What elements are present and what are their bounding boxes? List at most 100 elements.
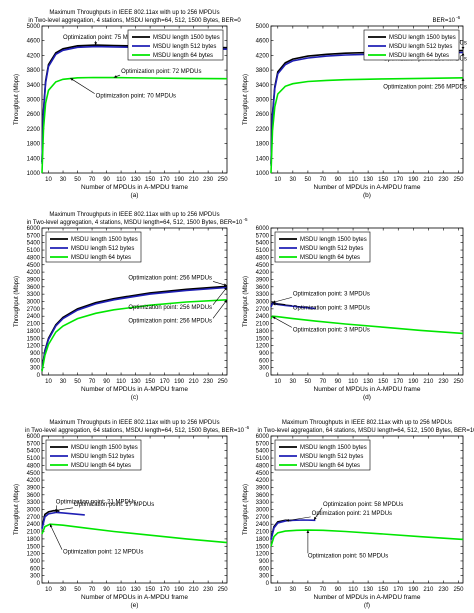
legend-entry-label: MSDU length 64 bytes	[153, 53, 213, 59]
x-tick-label: 170	[160, 379, 171, 385]
annotation-label: Optimization point: 75 MPDUs	[63, 35, 143, 41]
y-tick-label: 2700	[27, 307, 41, 313]
x-tick-label: 150	[378, 587, 389, 593]
x-tick-label: 50	[305, 587, 312, 593]
x-tick-label: 50	[74, 587, 81, 593]
y-tick-label: 2100	[256, 530, 270, 536]
annotation-label: Optimization point: 21 MPDUs	[56, 499, 136, 505]
y-tick-label: 1200	[27, 552, 41, 558]
x-tick-label: 250	[218, 177, 229, 183]
y-tick-label: 0	[266, 373, 270, 379]
x-tick-label: 110	[348, 379, 358, 385]
x-tick-label: 50	[305, 379, 312, 385]
annotation-label: Optimization point: 72 MPDUs	[121, 69, 201, 75]
y-tick-label: 3900	[256, 277, 270, 283]
annotation-label: Optimization point: 256 MPDUs	[128, 305, 212, 311]
x-tick-label: 210	[423, 379, 434, 385]
chart-title-line: Maximum Throughputs in IEEE 802.11ax wit…	[49, 212, 219, 218]
y-tick-label: 5700	[27, 441, 41, 447]
chart-title-line: BER=10	[432, 18, 455, 24]
y-tick-label: 4200	[256, 270, 270, 276]
x-tick-label: 10	[45, 177, 52, 183]
y-tick-label: 5400	[256, 241, 270, 247]
x-tick-label: 250	[453, 587, 464, 593]
y-tick-label: 2400	[27, 314, 41, 320]
legend-entry-label: MSDU length 64 bytes	[300, 463, 360, 469]
y-tick-label: 600	[30, 358, 41, 364]
chart-panel-2: BER=10-6 1000 1400 1800 2200 2600 3000 3400 3800…	[243, 15, 467, 199]
y-tick-label: 6000	[27, 434, 41, 440]
y-tick-label: 5700	[256, 441, 270, 447]
y-tick-label: 6000	[256, 434, 270, 440]
y-tick-label: 5100	[27, 248, 41, 254]
y-tick-label: 1200	[256, 552, 270, 558]
x-tick-label: 230	[203, 379, 214, 385]
y-tick-label: 2700	[27, 515, 41, 521]
annotation-arrow	[70, 77, 95, 94]
y-tick-label: 1000	[256, 171, 270, 177]
y-tick-label: 4200	[27, 478, 41, 484]
series-line-3	[270, 315, 464, 335]
chart-title-line: Maximum Throughputs in IEEE 802.11ax wit…	[49, 420, 219, 426]
y-tick-label: 2100	[256, 322, 270, 328]
x-tick-label: 170	[393, 379, 404, 385]
y-tick-label: 1800	[27, 537, 41, 543]
y-axis-label: Throughput (Mbps)	[243, 276, 249, 327]
annotation-arrow	[272, 297, 292, 303]
y-tick-label: 3000	[256, 98, 270, 104]
annotation-arrowhead	[272, 316, 276, 320]
x-tick-label: 130	[363, 379, 374, 385]
annotation-arrow	[212, 287, 228, 306]
x-tick-label: 70	[89, 379, 96, 385]
y-tick-label: 4800	[256, 255, 270, 261]
annotation-arrowhead	[49, 524, 53, 528]
y-tick-label: 4200	[27, 53, 41, 59]
legend-entry-label: MSDU length 512 bytes	[153, 44, 216, 50]
x-tick-label: 250	[218, 379, 229, 385]
y-tick-label: 0	[37, 373, 41, 379]
y-tick-label: 6000	[256, 226, 270, 232]
annotation-label: Optimization point: 12 MPDUs	[63, 550, 143, 556]
chart-title-line: in Two-level aggregation, 4 stations, MS…	[27, 220, 243, 226]
y-tick-label: 3900	[27, 277, 41, 283]
annotation-label: Optimization point: 3 MPDUs	[293, 327, 370, 333]
panel-caption: (b)	[363, 192, 371, 199]
x-tick-label: 210	[423, 587, 434, 593]
x-tick-label: 110	[348, 587, 358, 593]
y-tick-label: 1500	[27, 336, 41, 342]
x-tick-label: 70	[89, 177, 96, 183]
x-tick-label: 190	[408, 379, 419, 385]
y-tick-label: 0	[266, 581, 270, 587]
y-tick-label: 2400	[27, 522, 41, 528]
annotation-label: Optimization point: 3 MPDUs	[293, 305, 370, 311]
legend-box	[363, 29, 460, 61]
annotation-arrow	[49, 524, 63, 550]
y-tick-label: 3800	[27, 68, 41, 74]
annotation-arrowhead	[223, 283, 227, 287]
legend-entry-label: MSDU length 512 bytes	[300, 454, 363, 460]
panel-caption: (f)	[364, 602, 370, 609]
x-tick-label: 150	[145, 177, 156, 183]
y-tick-label: 3800	[256, 68, 270, 74]
x-tick-label: 10	[274, 177, 281, 183]
annotation-arrowhead	[70, 78, 74, 81]
annotation-label: Optimization point: 17 MPDUs	[74, 502, 154, 508]
annotation-label: Optimization point: 21 MPDUs	[312, 511, 392, 517]
y-axis-label: Throughput (Mbps)	[14, 74, 20, 125]
y-tick-label: 900	[30, 351, 41, 357]
y-tick-label: 1200	[27, 344, 41, 350]
y-tick-label: 4500	[27, 263, 41, 269]
annotation-arrowhead	[286, 518, 290, 522]
legend-entry-label: MSDU length 512 bytes	[71, 454, 134, 460]
x-tick-label: 30	[289, 379, 296, 385]
annotation-arrowhead	[113, 75, 118, 78]
annotation-arrowhead	[461, 77, 465, 81]
y-tick-label: 3000	[256, 508, 270, 514]
y-tick-label: 3600	[27, 285, 41, 291]
y-tick-label: 3000	[27, 300, 41, 306]
y-tick-label: 5000	[27, 24, 41, 30]
legend-entry-label: MSDU length 1500 bytes	[71, 445, 138, 451]
x-axis-label: Number of MPDUs in A-MPDU frame	[314, 594, 421, 601]
x-tick-label: 170	[160, 177, 171, 183]
x-tick-label: 110	[116, 177, 126, 183]
